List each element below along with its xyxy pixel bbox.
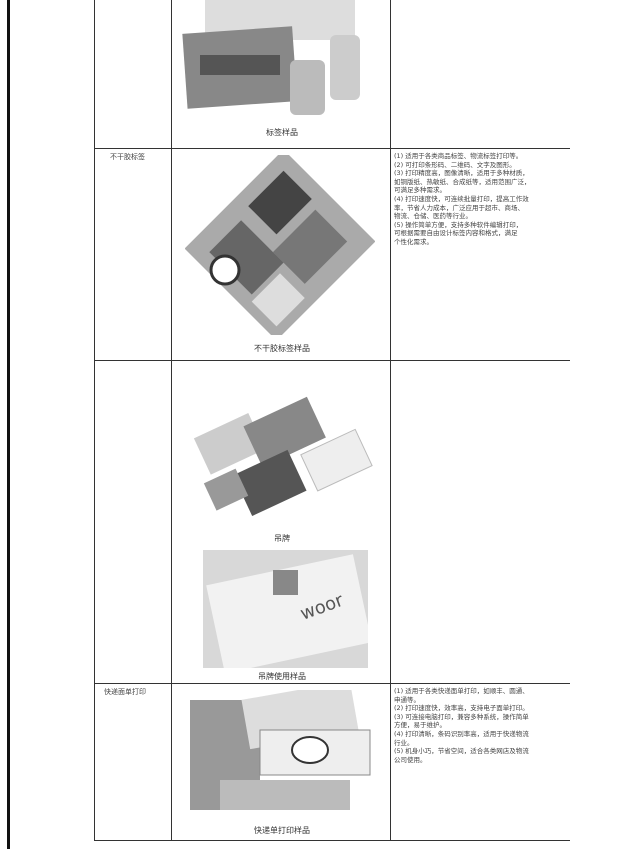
- row-label: 快递面单打印: [104, 688, 146, 696]
- description-line: (1) 适用于各类快递面单打印，如顺丰、圆通、: [394, 687, 529, 695]
- description-line: (4) 打印清晰，条码识别率高，适用于快递物流: [394, 729, 529, 738]
- description-line: (5) 机身小巧，节省空间，适合各类网店及物流: [394, 747, 529, 756]
- express-image: [190, 690, 371, 810]
- description-line: (2) 可打印条形码、二维码、文字及图形。: [394, 160, 516, 169]
- margin-line: [7, 0, 10, 849]
- description-line: 行业。: [394, 738, 414, 747]
- image-caption: 吊牌: [274, 534, 290, 543]
- description-line: 公司使用。: [394, 755, 427, 764]
- table-border: [94, 840, 570, 841]
- description-line: 申通等。: [394, 695, 420, 704]
- table-border: [94, 683, 570, 684]
- description-line: 率，节省人力成本，广泛应用于超市、商场、: [394, 203, 524, 212]
- image-caption: 标签样品: [266, 128, 298, 137]
- table-border: [390, 0, 391, 840]
- sticker-image: [185, 155, 375, 335]
- description-line: (5) 操作简单方便，支持多种软件编辑打印，: [394, 220, 523, 229]
- description: (1) 适用于各类快递面单打印，如顺丰、圆通、 申通等。 (2) 打印速度快，效率高…: [394, 687, 570, 764]
- description-line: (2) 打印速度快，效率高，支持电子面单打印。: [394, 704, 529, 713]
- image-caption: 快递单打印样品: [254, 826, 310, 835]
- tag-use-image: woor: [203, 550, 368, 668]
- description-line: 方便，易于维护。: [394, 721, 446, 730]
- table-border: [94, 148, 570, 149]
- image-caption: 不干胶标签样品: [254, 344, 310, 353]
- description-line: 如铜版纸、热敏纸、合成纸等，适用范围广泛，: [394, 177, 531, 186]
- description-line: 可根据需要自由设计标签内容和格式，满足: [394, 229, 518, 238]
- description-line: 个性化需求。: [394, 237, 433, 246]
- description-line: (1) 适用于各类商品标签、物流标签打印等。: [394, 152, 523, 160]
- tag-image: [193, 396, 373, 517]
- description-line: (3) 可连接电脑打印，兼容多种系统，操作简单: [394, 712, 529, 721]
- row-label: 不干胶标签: [110, 153, 145, 161]
- image-caption: 吊牌使用样品: [258, 672, 306, 681]
- description-line: (3) 打印精度高，图像清晰，适用于多种材质，: [394, 169, 529, 178]
- description-line: (4) 打印速度快，可连续批量打印，提高工作效: [394, 194, 529, 203]
- table-border: [94, 360, 570, 361]
- description-line: 物流、仓储、医药等行业。: [394, 212, 472, 221]
- description-line: 可满足多种需求。: [394, 186, 446, 195]
- table-border: [171, 0, 172, 840]
- label-image: [182, 0, 360, 115]
- table-border: [94, 0, 95, 840]
- description: (1) 适用于各类商品标签、物流标签打印等。 (2) 可打印条形码、二维码、文字及…: [394, 152, 570, 247]
